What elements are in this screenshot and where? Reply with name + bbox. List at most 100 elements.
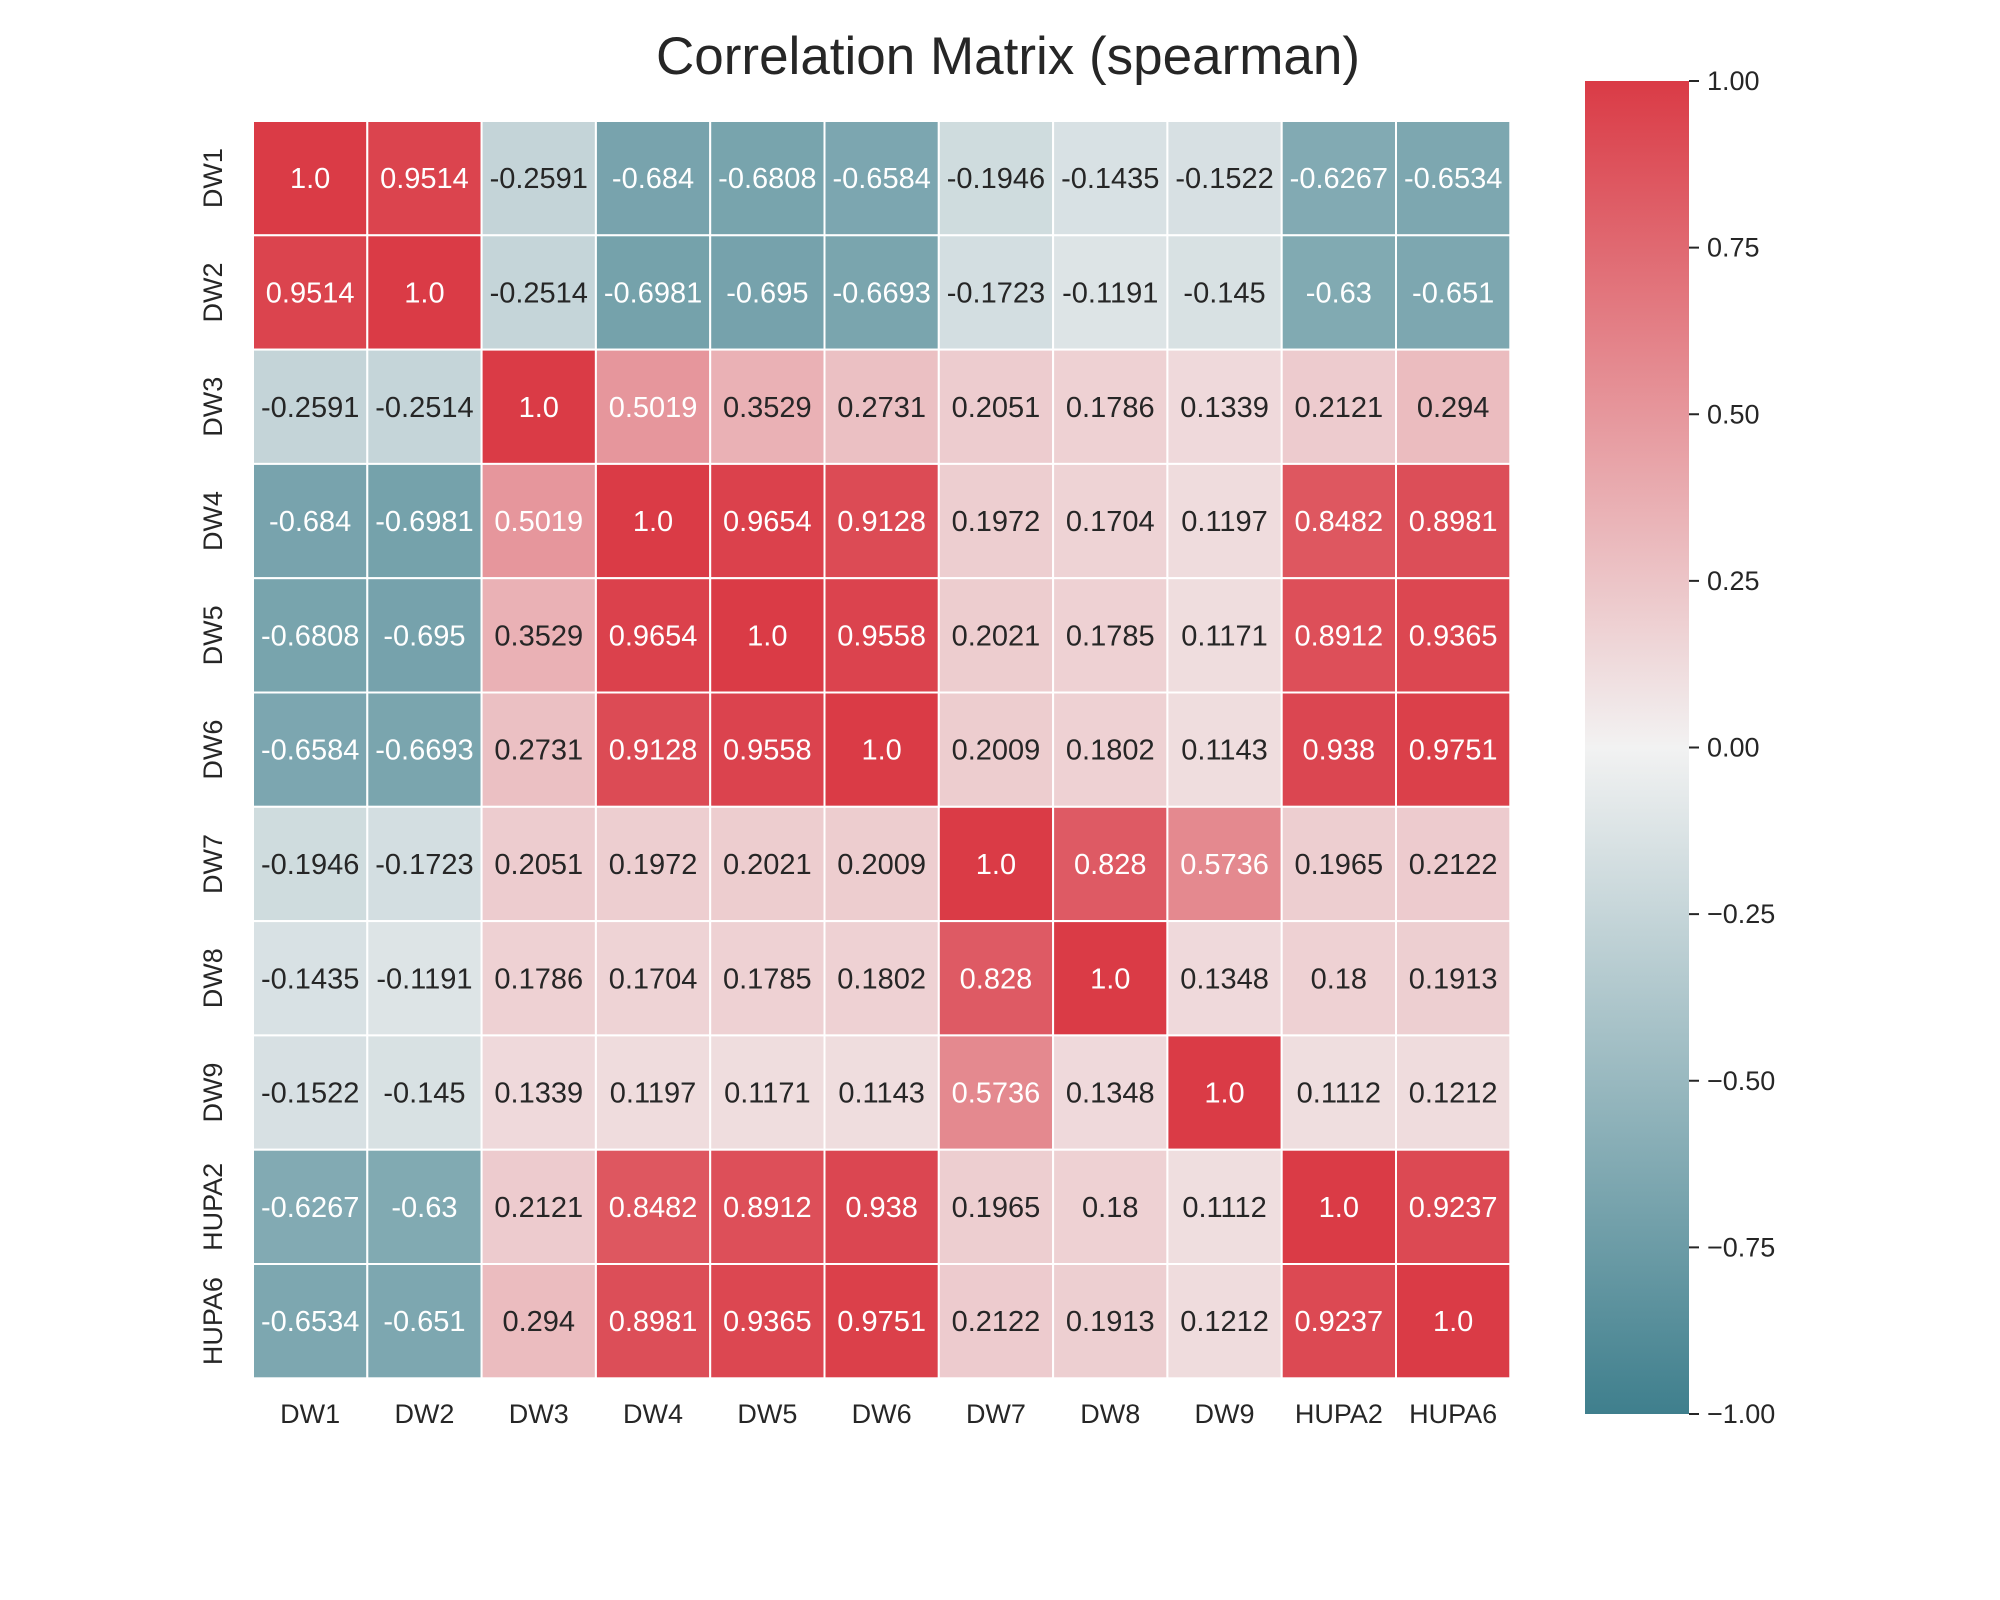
colorbar-tick-label: 0.75 xyxy=(1707,233,1760,263)
cell-value-label: -0.1723 xyxy=(947,277,1045,309)
heatmap-cell-dw5-dw4 xyxy=(594,577,712,694)
cell-value-label: -0.1522 xyxy=(1175,163,1273,195)
colorbar-tick-label: −0.50 xyxy=(1707,1066,1775,1096)
cell-value-label: -0.1723 xyxy=(375,849,473,881)
heatmap-cell-dw4-dw3 xyxy=(480,462,597,580)
y-tick-label-dw2: DW2 xyxy=(198,262,228,322)
colorbar-tick-label: 0.00 xyxy=(1707,733,1760,763)
cell-value-label: -0.1522 xyxy=(261,1078,359,1110)
heatmap-cell-hupa2-dw4 xyxy=(594,1148,712,1265)
colorbar-tick-label: 1.00 xyxy=(1707,66,1760,96)
x-tick-label-dw6: DW6 xyxy=(852,1399,912,1429)
x-tick-label-dw2: DW2 xyxy=(394,1399,454,1429)
cell-value-label: 1.0 xyxy=(747,620,787,652)
heatmap-cell-dw8-hupa6 xyxy=(1395,920,1512,1037)
cell-value-label: -0.684 xyxy=(612,163,694,195)
heatmap-cell-dw8-dw4 xyxy=(594,920,712,1037)
heatmap-cell-dw4-dw6 xyxy=(823,462,940,580)
cell-value-label: 0.5019 xyxy=(494,506,583,538)
x-tick-label-hupa6: HUPA6 xyxy=(1409,1399,1497,1429)
cell-value-label: 0.2051 xyxy=(952,392,1041,424)
cell-value-label: 0.1786 xyxy=(1066,392,1155,424)
heatmap-cell-dw1-dw8 xyxy=(1052,120,1169,237)
heatmap-cell-dw7-dw6 xyxy=(823,805,940,923)
heatmap-cell-dw3-dw6 xyxy=(823,348,940,465)
heatmap-cell-dw3-dw7 xyxy=(937,348,1055,465)
heatmap-cell-hupa6-dw8 xyxy=(1052,1263,1169,1380)
y-tick-label-dw1: DW1 xyxy=(198,148,228,208)
heatmap-cell-dw9-dw6 xyxy=(823,1034,940,1151)
cell-value-label: 0.1913 xyxy=(1409,963,1498,995)
cell-value-label: 0.8981 xyxy=(609,1306,698,1338)
y-tick-label-dw4: DW4 xyxy=(198,491,228,551)
x-tick-label-dw4: DW4 xyxy=(623,1399,683,1429)
cell-value-label: -0.6267 xyxy=(261,1192,359,1224)
cell-value-label: 0.2731 xyxy=(837,392,926,424)
heatmap-cell-dw2-dw3 xyxy=(480,234,597,351)
heatmap-cell-dw6-dw4 xyxy=(594,691,712,808)
cell-value-label: 1.0 xyxy=(976,849,1016,881)
cell-value-label: 0.828 xyxy=(1074,849,1147,881)
heatmap-cell-dw2-dw9 xyxy=(1166,234,1283,351)
cell-value-label: 0.1212 xyxy=(1409,1078,1498,1110)
cell-value-label: 0.2121 xyxy=(1294,392,1383,424)
cell-value-label: 0.1112 xyxy=(1182,1192,1266,1224)
cell-value-label: 0.1197 xyxy=(610,1078,697,1110)
cell-value-label: 0.1171 xyxy=(724,1078,811,1110)
y-tick-label-hupa6: HUPA6 xyxy=(198,1277,228,1365)
cell-value-label: 0.1339 xyxy=(1180,392,1269,424)
cell-value-label: 0.8482 xyxy=(609,1192,698,1224)
heatmap-cell-dw5-dw9 xyxy=(1166,577,1283,694)
cell-value-label: 0.5736 xyxy=(1180,849,1269,881)
cell-value-label: -0.145 xyxy=(1183,277,1265,309)
heatmap-cell-dw3-hupa6 xyxy=(1395,348,1512,465)
cell-value-label: -0.695 xyxy=(383,620,465,652)
heatmap-cell-dw5-dw6 xyxy=(823,577,940,694)
cell-value-label: 1.0 xyxy=(861,735,901,767)
cell-value-label: 0.2009 xyxy=(837,849,926,881)
cell-value-label: -0.6267 xyxy=(1290,163,1388,195)
heatmap-cell-hupa6-dw3 xyxy=(480,1263,597,1380)
cell-value-label: 0.1802 xyxy=(1066,735,1155,767)
cell-value-label: 0.1112 xyxy=(1297,1078,1381,1110)
cell-value-label: 0.2122 xyxy=(952,1306,1041,1338)
heatmap-cell-dw3-dw3 xyxy=(480,348,597,465)
x-axis-tick-labels: DW1 DW2 DW3 DW4 DW5 DW6 DW7 DW8 DW9 HUPA2 HUPA6 xyxy=(280,1399,1497,1429)
heatmap-cell-dw5-dw7 xyxy=(937,577,1055,694)
heatmap-cell-dw7-dw4 xyxy=(594,805,712,923)
heatmap-cell-dw5-dw1 xyxy=(252,577,369,694)
cell-value-label: 0.9654 xyxy=(609,620,698,652)
cell-value-label: -0.2591 xyxy=(490,163,588,195)
y-tick-label-dw3: DW3 xyxy=(198,377,228,437)
cell-value-label: 1.0 xyxy=(1204,1078,1244,1110)
heatmap-cells: 1.0 0.9514 -0.2591 -0.684 -0.6808 -0.6584 -0.1… xyxy=(252,120,1512,1380)
x-tick-label-dw8: DW8 xyxy=(1080,1399,1140,1429)
cell-value-label: 0.9237 xyxy=(1409,1192,1498,1224)
cell-value-label: 0.294 xyxy=(502,1306,575,1338)
cell-value-label: 0.1704 xyxy=(1066,506,1155,538)
cell-value-label: 0.1785 xyxy=(1066,620,1155,652)
heatmap-cell-dw8-dw1 xyxy=(252,920,369,1037)
heatmap-cell-dw8-dw7 xyxy=(937,920,1055,1037)
cell-value-label: 0.8912 xyxy=(1294,620,1383,652)
heatmap-cell-dw2-dw5 xyxy=(709,234,826,351)
heatmap-cell-dw4-dw7 xyxy=(937,462,1055,580)
cell-value-label: 0.1143 xyxy=(838,1078,925,1110)
heatmap-cell-hupa2-dw9 xyxy=(1166,1148,1283,1265)
heatmap-cell-dw2-hupa2 xyxy=(1280,234,1397,351)
cell-value-label: 0.938 xyxy=(1303,735,1376,767)
heatmap-cell-dw6-hupa6 xyxy=(1395,691,1512,808)
heatmap-cell-dw1-hupa6 xyxy=(1395,120,1512,237)
heatmap-cell-dw2-dw7 xyxy=(937,234,1055,351)
cell-value-label: 0.1965 xyxy=(1294,849,1383,881)
colorbar-tick-label: 0.25 xyxy=(1707,566,1760,596)
cell-value-label: -0.651 xyxy=(1412,277,1494,309)
y-tick-label-hupa2: HUPA2 xyxy=(198,1163,228,1251)
cell-value-label: 0.5736 xyxy=(952,1078,1041,1110)
heatmap-cell-hupa2-dw3 xyxy=(480,1148,597,1265)
cell-value-label: 0.2122 xyxy=(1409,849,1498,881)
colorbar-tick-label: −1.00 xyxy=(1707,1399,1775,1429)
heatmap-cell-dw9-hupa2 xyxy=(1280,1034,1397,1151)
y-tick-label-dw7: DW7 xyxy=(198,834,228,894)
